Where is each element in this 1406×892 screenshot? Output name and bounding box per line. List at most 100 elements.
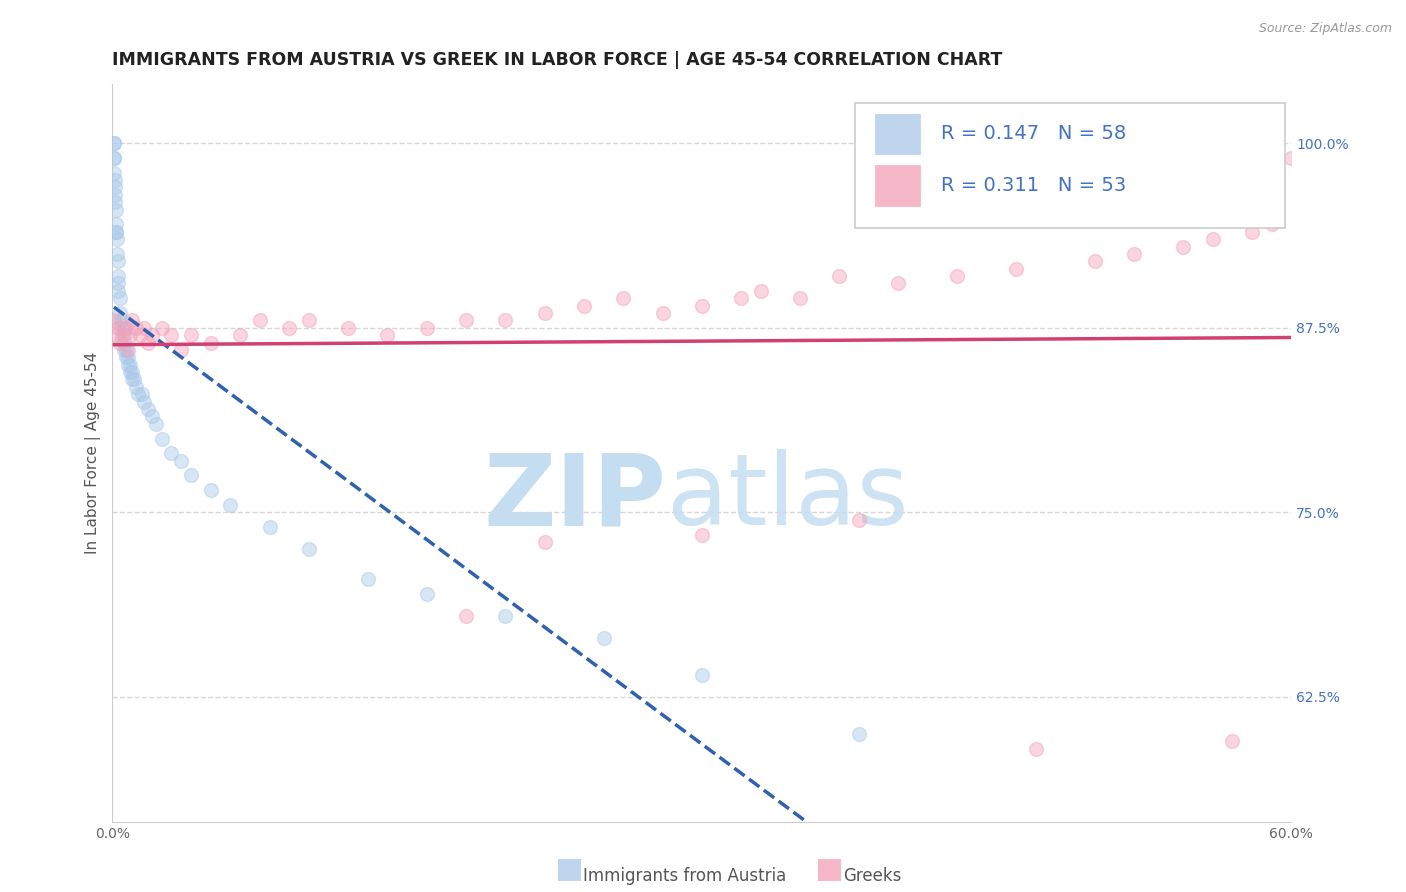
Point [105,328,128,343]
Point [298,313,321,327]
Point [104,180,127,194]
Point [129,328,152,343]
Point [690,299,713,313]
Point [1240,225,1263,239]
Point [104,187,127,202]
Point [103,166,125,180]
Point [103,136,125,151]
Point [749,284,772,298]
Text: R = 0.147   N = 58: R = 0.147 N = 58 [941,125,1126,144]
Point [125,380,148,394]
Text: Immigrants from Austria: Immigrants from Austria [583,867,787,885]
Point [117,358,139,372]
Point [377,328,399,343]
Point [107,269,129,284]
Point [125,320,148,334]
Point [160,328,183,343]
Point [104,195,127,210]
Point [107,254,129,268]
Text: atlas: atlas [666,449,908,546]
Point [105,225,128,239]
Point [115,343,138,357]
Point [170,343,193,357]
FancyBboxPatch shape [875,113,920,154]
Point [105,232,128,246]
Point [887,277,910,291]
Point [828,269,851,284]
Text: IMMIGRANTS FROM AUSTRIA VS GREEK IN LABOR FORCE | AGE 45-54 CORRELATION CHART: IMMIGRANTS FROM AUSTRIA VS GREEK IN LABO… [112,51,1002,69]
Point [454,313,477,327]
Point [180,468,202,483]
Point [107,320,129,334]
Point [145,417,167,431]
Point [416,586,439,600]
Point [150,432,173,446]
Point [494,608,516,623]
Text: Source: ZipAtlas.com: Source: ZipAtlas.com [1258,22,1392,36]
Point [651,306,673,320]
Point [107,284,129,298]
Point [120,358,142,372]
Text: R = 0.311   N = 53: R = 0.311 N = 53 [941,176,1126,195]
Point [117,343,139,357]
Point [136,402,159,417]
Point [131,387,153,401]
Point [259,520,281,534]
Text: Greeks: Greeks [844,867,903,885]
FancyBboxPatch shape [875,165,920,206]
Point [111,320,134,334]
Point [229,328,252,343]
Point [249,313,271,327]
Point [103,313,125,327]
Point [612,291,634,305]
Point [1084,254,1107,268]
Point [112,343,135,357]
Point [103,151,125,165]
Point [298,542,321,557]
Point [533,306,555,320]
Point [111,328,134,343]
Point [946,269,969,284]
Point [219,498,242,512]
Point [533,535,555,549]
Point [110,306,132,320]
Point [105,247,128,261]
Point [1123,247,1146,261]
Text: ZIP: ZIP [484,449,666,546]
Point [572,299,595,313]
Point [141,409,163,424]
Point [105,225,128,239]
Point [132,394,155,409]
Point [180,328,202,343]
Point [110,291,132,305]
Point [200,335,222,350]
Point [416,320,439,334]
Point [110,313,132,327]
Point [848,513,870,527]
Point [110,335,132,350]
Point [160,446,183,460]
Point [337,320,360,334]
Point [112,320,135,334]
Point [120,365,142,379]
Point [730,291,752,305]
Point [127,387,149,401]
Point [104,173,127,187]
FancyBboxPatch shape [855,103,1285,228]
Point [112,335,135,350]
Point [1173,239,1195,253]
Point [115,351,138,365]
Point [103,136,125,151]
Point [121,313,143,327]
Point [494,313,516,327]
Point [136,335,159,350]
Point [1025,741,1047,756]
Point [107,277,129,291]
Point [1222,734,1244,748]
Point [357,572,380,586]
Point [150,320,173,334]
Point [200,483,222,498]
Point [105,202,128,217]
Point [122,372,145,386]
Point [690,667,713,681]
